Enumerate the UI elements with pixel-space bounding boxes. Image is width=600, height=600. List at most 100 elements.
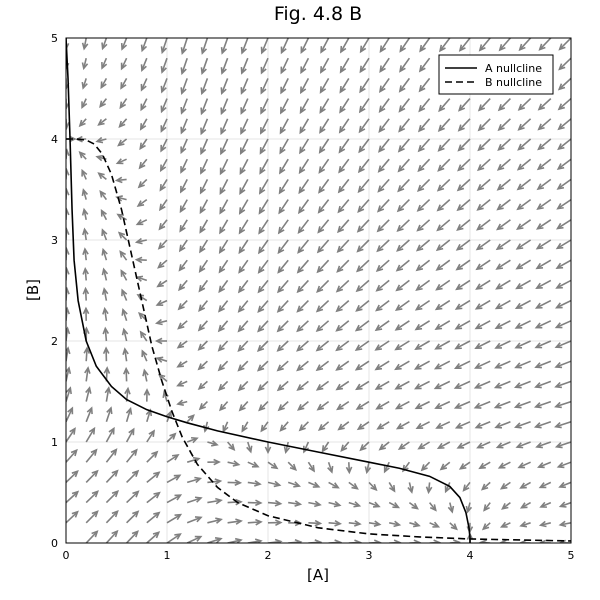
- field-arrow: [434, 340, 451, 350]
- field-arrow: [375, 279, 390, 292]
- field-arrow: [554, 421, 571, 429]
- field-arrow: [159, 178, 168, 192]
- chart-title: Fig. 4.8 B: [274, 3, 362, 25]
- y-tick-label: 2: [51, 335, 58, 348]
- field-arrow: [458, 461, 471, 470]
- field-arrow: [368, 481, 378, 492]
- field-arrow: [121, 288, 128, 301]
- field-arrow: [104, 386, 112, 402]
- field-arrow: [394, 340, 410, 351]
- field-arrow: [186, 476, 203, 484]
- field-arrow: [475, 279, 491, 290]
- field-arrow: [558, 481, 571, 489]
- field-arrow: [226, 441, 236, 452]
- field-arrow: [538, 520, 551, 528]
- field-arrow: [417, 118, 431, 133]
- field-arrow: [328, 520, 342, 527]
- field-arrow: [456, 441, 471, 449]
- field-arrow: [227, 498, 243, 506]
- field-arrow: [220, 78, 229, 96]
- field-arrow: [258, 199, 269, 215]
- field-arrow: [218, 401, 229, 412]
- field-arrow: [355, 259, 370, 273]
- field-arrow: [199, 219, 209, 234]
- field-arrow: [395, 259, 410, 272]
- field-arrow: [227, 460, 241, 467]
- field-arrow: [556, 178, 571, 190]
- field-arrow: [535, 441, 552, 449]
- field-arrow: [276, 340, 289, 352]
- field-arrow: [160, 78, 168, 94]
- field-arrow: [318, 138, 330, 154]
- field-arrow: [166, 474, 182, 484]
- field-arrow: [437, 138, 451, 152]
- field-arrow: [146, 491, 161, 504]
- field-arrow: [378, 98, 390, 114]
- field-arrow: [375, 400, 390, 410]
- field-arrow: [519, 501, 531, 509]
- field-arrow: [186, 535, 203, 543]
- field-arrow: [359, 441, 370, 452]
- field-arrow: [379, 38, 390, 54]
- field-arrow: [276, 279, 289, 294]
- field-arrow: [117, 138, 128, 147]
- field-arrow: [257, 320, 269, 333]
- field-arrow: [207, 440, 219, 447]
- x-axis-label: [A]: [307, 566, 329, 584]
- field-arrow: [554, 380, 571, 389]
- field-arrow: [277, 239, 289, 255]
- field-arrow: [140, 98, 148, 112]
- field-arrow: [356, 421, 370, 431]
- field-arrow: [374, 340, 390, 351]
- field-arrow: [444, 482, 451, 494]
- x-axis-ticks: 0 1 2 3 4 5: [63, 549, 575, 562]
- field-arrow: [339, 98, 350, 114]
- field-arrow: [534, 299, 552, 309]
- field-arrow: [437, 158, 451, 172]
- field-arrow: [299, 98, 310, 115]
- field-arrow: [240, 98, 249, 115]
- field-arrow: [337, 421, 350, 431]
- field-arrow: [355, 299, 370, 312]
- field-arrow: [220, 118, 229, 136]
- field-arrow: [534, 380, 552, 389]
- field-arrow: [99, 98, 108, 108]
- field-arrow: [319, 98, 330, 114]
- x-tick-label: 2: [265, 549, 272, 562]
- field-arrow: [495, 219, 511, 231]
- field-arrow: [257, 300, 269, 313]
- field-arrow: [238, 239, 249, 255]
- field-arrow: [438, 98, 451, 113]
- field-arrow: [102, 326, 110, 342]
- field-arrow: [287, 481, 301, 488]
- field-arrow: [478, 38, 491, 52]
- field-arrow: [327, 461, 334, 474]
- field-arrow: [477, 138, 491, 152]
- field-arrow: [536, 158, 552, 171]
- field-arrow: [340, 441, 350, 452]
- field-arrow: [536, 178, 552, 191]
- field-arrow: [355, 279, 370, 293]
- field-arrow: [66, 470, 79, 483]
- field-arrow: [556, 198, 571, 210]
- field-arrow: [119, 98, 128, 110]
- field-arrow: [375, 299, 390, 312]
- field-arrow: [501, 501, 511, 510]
- field-arrow: [81, 78, 88, 90]
- field-arrow: [297, 219, 310, 234]
- field-arrow: [399, 57, 411, 73]
- field-arrow: [307, 461, 316, 473]
- field-arrow: [338, 118, 350, 134]
- field-arrow: [388, 481, 396, 493]
- field-arrow: [197, 320, 208, 332]
- field-arrow: [126, 490, 140, 504]
- field-arrow: [418, 77, 431, 93]
- field-arrow: [186, 516, 203, 524]
- field-arrow: [137, 178, 148, 189]
- field-arrow: [414, 320, 431, 331]
- field-arrow: [267, 519, 283, 526]
- field-arrow: [454, 299, 471, 310]
- field-arrow: [357, 199, 370, 213]
- field-arrow: [276, 320, 289, 333]
- field-arrow: [476, 219, 491, 231]
